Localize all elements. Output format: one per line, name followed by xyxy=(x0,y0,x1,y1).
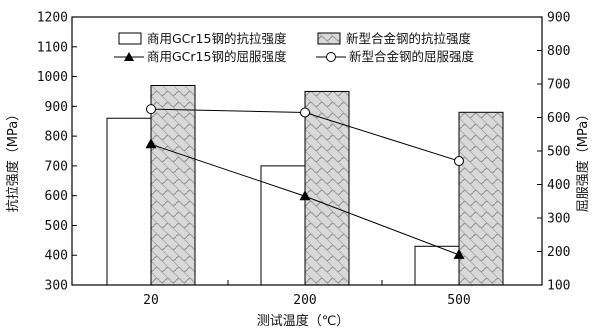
y-right-tick-label: 800 xyxy=(547,44,570,59)
y-left-tick-label: 800 xyxy=(45,130,68,145)
y-left-tick-label: 1200 xyxy=(37,11,68,26)
legend-swatch-triangle-marker xyxy=(124,52,134,61)
point-gcr15-yield-200 xyxy=(299,190,311,201)
y-right-tick-label: 300 xyxy=(547,212,570,227)
y-right-tick-label: 600 xyxy=(547,111,570,126)
y-left-tick-label: 300 xyxy=(45,279,68,294)
bar-new-alloy-tensile-500 xyxy=(458,111,504,286)
legend-swatch-hatched-bar xyxy=(317,32,341,45)
y-right-tick-label: 900 xyxy=(547,11,570,26)
point-gcr15-yield-20 xyxy=(145,138,157,149)
legend-swatch-circle-marker xyxy=(326,52,336,62)
y-right-tick-label: 400 xyxy=(547,178,570,193)
x-tick-label-200: 200 xyxy=(293,293,316,308)
bar-new-alloy-tensile-20 xyxy=(150,84,196,286)
y-left-tick-label: 1100 xyxy=(37,40,68,55)
point-gcr15-yield-500 xyxy=(453,248,465,259)
legend-label-hatched-bar: 新型合金钢的抗拉强度 xyxy=(346,31,472,46)
y-left-tick-label: 900 xyxy=(45,100,68,115)
legend-swatch-open-bar xyxy=(118,32,142,45)
bar-gcr15-tensile-200 xyxy=(260,165,306,286)
legend: 商用GCr15钢的抗拉强度 新型合金钢的抗拉强度 商用GCr15钢的屈服强度 新… xyxy=(114,31,475,64)
x-axis-title: 测试温度（℃） xyxy=(257,313,350,329)
y-left-tick-label: 700 xyxy=(45,159,68,174)
bar-gcr15-tensile-20 xyxy=(106,117,152,286)
tick-labels-group: 300 400 500 600 700 800 900 1000 1100 1200 100 200 3… xyxy=(37,11,571,309)
y-axis-left-title: 抗拉强度（MPa） xyxy=(5,108,21,212)
y-left-tick-label: 600 xyxy=(45,189,68,204)
y-axis-right-title: 屈服强度（MPa） xyxy=(575,108,591,212)
legend-label-open-bar: 商用GCr15钢的抗拉强度 xyxy=(147,31,287,46)
lines-group xyxy=(145,104,465,259)
point-new-alloy-yield-200 xyxy=(300,107,310,118)
y-left-tick-label: 400 xyxy=(45,249,68,264)
y-right-tick-label: 500 xyxy=(547,145,570,160)
y-left-tick-label: 500 xyxy=(45,219,68,234)
point-new-alloy-yield-20 xyxy=(146,104,156,115)
x-tick-label-20: 20 xyxy=(143,293,159,308)
legend-label-triangle-line: 商用GCr15钢的屈服强度 xyxy=(147,49,287,64)
y-right-tick-label: 100 xyxy=(547,279,570,294)
y-right-tick-label: 700 xyxy=(547,78,570,93)
y-left-tick-label: 1000 xyxy=(37,70,68,85)
legend-label-circle-line: 新型合金钢的屈服强度 xyxy=(349,49,475,64)
x-tick-label-500: 500 xyxy=(447,293,470,308)
bar-new-alloy-tensile-200 xyxy=(304,90,350,286)
ticks-group xyxy=(72,16,542,286)
y-right-tick-label: 200 xyxy=(547,245,570,260)
point-new-alloy-yield-500 xyxy=(454,156,464,167)
bars-group xyxy=(106,84,504,286)
